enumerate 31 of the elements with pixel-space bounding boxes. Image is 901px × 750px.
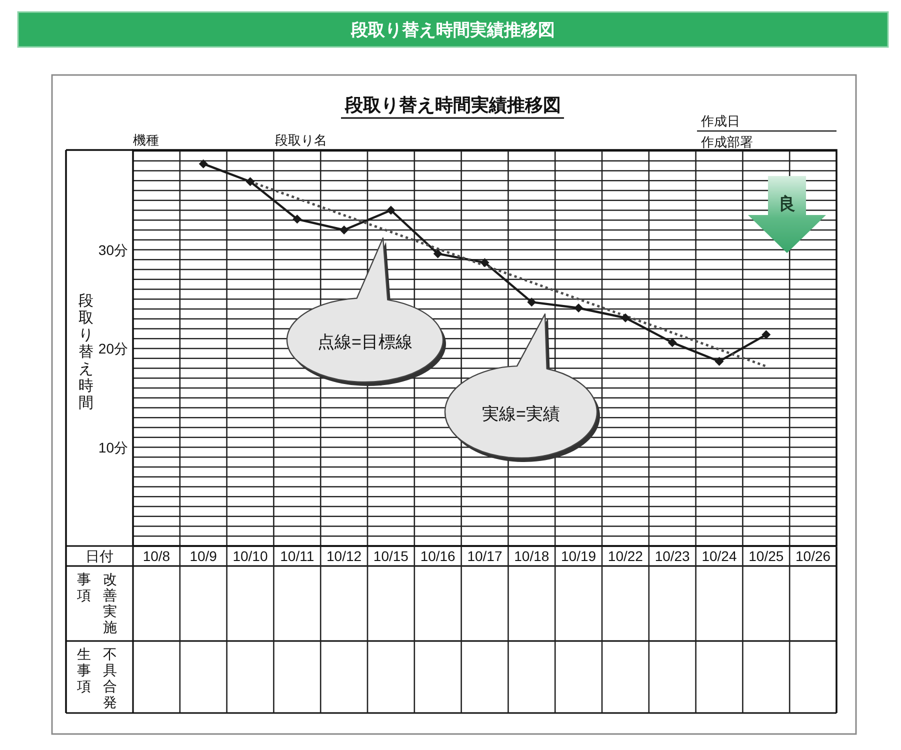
- x-tick-label: 10/26: [796, 548, 831, 564]
- text: 機種: [133, 132, 159, 148]
- x-tick-label: 10/17: [467, 548, 502, 564]
- y-tick-label: 10分: [98, 439, 128, 456]
- text: 不具合発生事項: [77, 646, 117, 710]
- x-tick-label: 10/15: [373, 548, 409, 564]
- x-tick-label: 10/10: [232, 548, 268, 564]
- y-axis-title: 段取り替え時間: [78, 292, 94, 412]
- annotation: 点線=目標線: [318, 332, 412, 352]
- x-tick-label: 10/11: [280, 548, 314, 564]
- x-tick-label: 10/19: [561, 548, 596, 564]
- text: 段取り名: [275, 132, 327, 148]
- x-tick-label: 10/8: [142, 548, 170, 564]
- x-tick-label: 10/18: [514, 548, 550, 564]
- x-tick-label: 10/22: [608, 548, 644, 564]
- text: 改善実施事項: [77, 571, 117, 635]
- x-tick-label: 10/9: [190, 548, 218, 564]
- text: 作成部署: [700, 134, 753, 150]
- x-tick-label: 10/24: [702, 548, 737, 564]
- annotation: 良: [778, 194, 796, 214]
- x-axis-title: 日付: [86, 548, 114, 564]
- y-tick-label: 20分: [98, 340, 128, 356]
- annotation: 実線=実績: [482, 404, 560, 424]
- chart-subtitle: 段取り替え時間実績推移図: [344, 95, 561, 115]
- x-tick-label: 10/12: [326, 548, 362, 564]
- text: 作成日: [700, 114, 740, 128]
- x-tick-label: 10/25: [748, 548, 784, 564]
- y-tick-label: 30分: [98, 242, 128, 258]
- x-tick-label: 10/23: [654, 548, 690, 564]
- chart-title: 段取り替え時間実績推移図: [350, 20, 555, 40]
- x-tick-label: 10/16: [420, 548, 456, 564]
